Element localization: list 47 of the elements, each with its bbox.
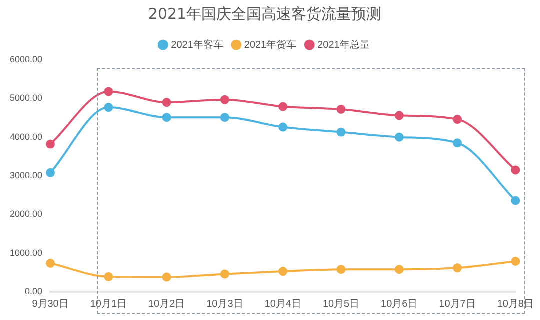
point xyxy=(46,258,56,268)
point xyxy=(220,95,230,104)
point xyxy=(46,168,56,178)
y-tick-label: 4000.00 xyxy=(10,132,43,142)
point xyxy=(162,272,172,282)
y-tick-label: 0.00 xyxy=(25,286,43,296)
x-tick-label: 10月8日 xyxy=(497,298,534,310)
chart-title: 2021年国庆全国高速客货流量预测 xyxy=(148,4,382,23)
point xyxy=(453,264,462,273)
point xyxy=(511,196,520,206)
point xyxy=(104,272,114,282)
x-tick-label: 10月5日 xyxy=(322,298,360,310)
point xyxy=(511,256,520,266)
y-tick-label: 3000.00 xyxy=(10,170,43,180)
point xyxy=(453,138,462,148)
point xyxy=(220,270,230,279)
legend-label: 2021年总量 xyxy=(318,38,370,51)
point xyxy=(394,111,404,120)
point xyxy=(511,166,520,175)
point xyxy=(394,132,404,142)
point xyxy=(278,122,288,132)
point xyxy=(336,265,346,274)
x-tick-label: 10月3日 xyxy=(206,298,244,310)
x-tick-label: 10月7日 xyxy=(439,298,476,310)
point xyxy=(162,98,172,108)
point xyxy=(336,128,346,137)
point xyxy=(220,113,230,122)
y-tick-label: 5000.00 xyxy=(10,93,43,104)
point xyxy=(104,103,114,112)
point xyxy=(162,113,172,122)
point xyxy=(46,140,56,149)
point xyxy=(336,104,346,114)
x-tick-label: 9月30日 xyxy=(32,298,69,310)
point xyxy=(278,102,288,112)
legend-label: 2021年客车 xyxy=(171,38,224,51)
x-tick-label: 10月2日 xyxy=(148,298,186,310)
point xyxy=(453,115,462,124)
legend-label: 2021年货车 xyxy=(244,38,297,51)
y-tick-label: 2000.00 xyxy=(10,209,43,220)
x-tick-label: 10月1日 xyxy=(90,298,128,310)
y-tick-label: 1000.00 xyxy=(10,248,43,258)
point xyxy=(104,87,114,96)
y-tick-label: 6000.00 xyxy=(10,54,43,64)
x-tick-label: 10月4日 xyxy=(264,298,302,310)
x-tick-label: 10月6日 xyxy=(381,298,418,310)
point xyxy=(278,267,288,276)
point xyxy=(394,265,404,274)
